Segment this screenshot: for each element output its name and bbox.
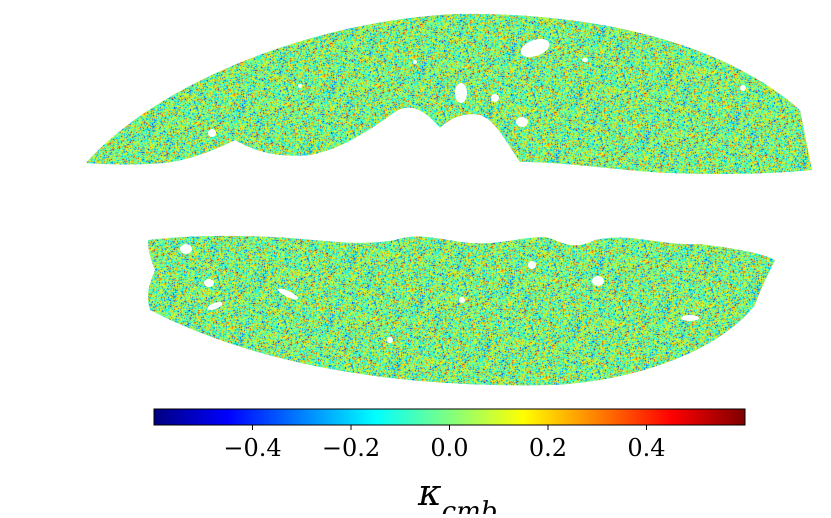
colorbar: −0.4 −0.2 0.0 0.2 0.4 κcmb	[153, 408, 746, 518]
mask-hole	[455, 83, 467, 103]
mask-hole	[528, 261, 536, 269]
colorbar-tick-label: 0.2	[529, 434, 567, 462]
mask-hole	[204, 279, 214, 287]
mask-hole	[277, 288, 299, 300]
mask-hole	[681, 315, 699, 321]
colorbar-label: κcmb	[417, 473, 497, 514]
mask-hole	[298, 84, 302, 88]
colorbar-tick-label: 0.0	[430, 434, 468, 462]
mask-hole	[387, 337, 393, 343]
mask-hole	[207, 302, 223, 310]
mask-hole	[582, 58, 588, 62]
mask-hole	[459, 297, 465, 303]
mask-hole	[592, 276, 604, 286]
colorbar-ticks: −0.4 −0.2 0.0 0.2 0.4	[223, 425, 666, 462]
colorbar-tick-label: −0.2	[322, 434, 380, 462]
mask-hole	[740, 85, 746, 91]
colorbar-tick-label: 0.4	[627, 434, 665, 462]
colorbar-tick-label: −0.4	[223, 434, 281, 462]
mask-hole	[516, 117, 528, 127]
mask-hole	[180, 244, 192, 254]
mask-hole	[520, 38, 550, 58]
mask-hole	[413, 60, 417, 64]
mask-hole	[491, 94, 499, 102]
mask-hole	[208, 129, 216, 137]
mask-hole	[170, 336, 182, 342]
masked-holes	[170, 38, 746, 343]
colorbar-gradient	[153, 408, 746, 426]
